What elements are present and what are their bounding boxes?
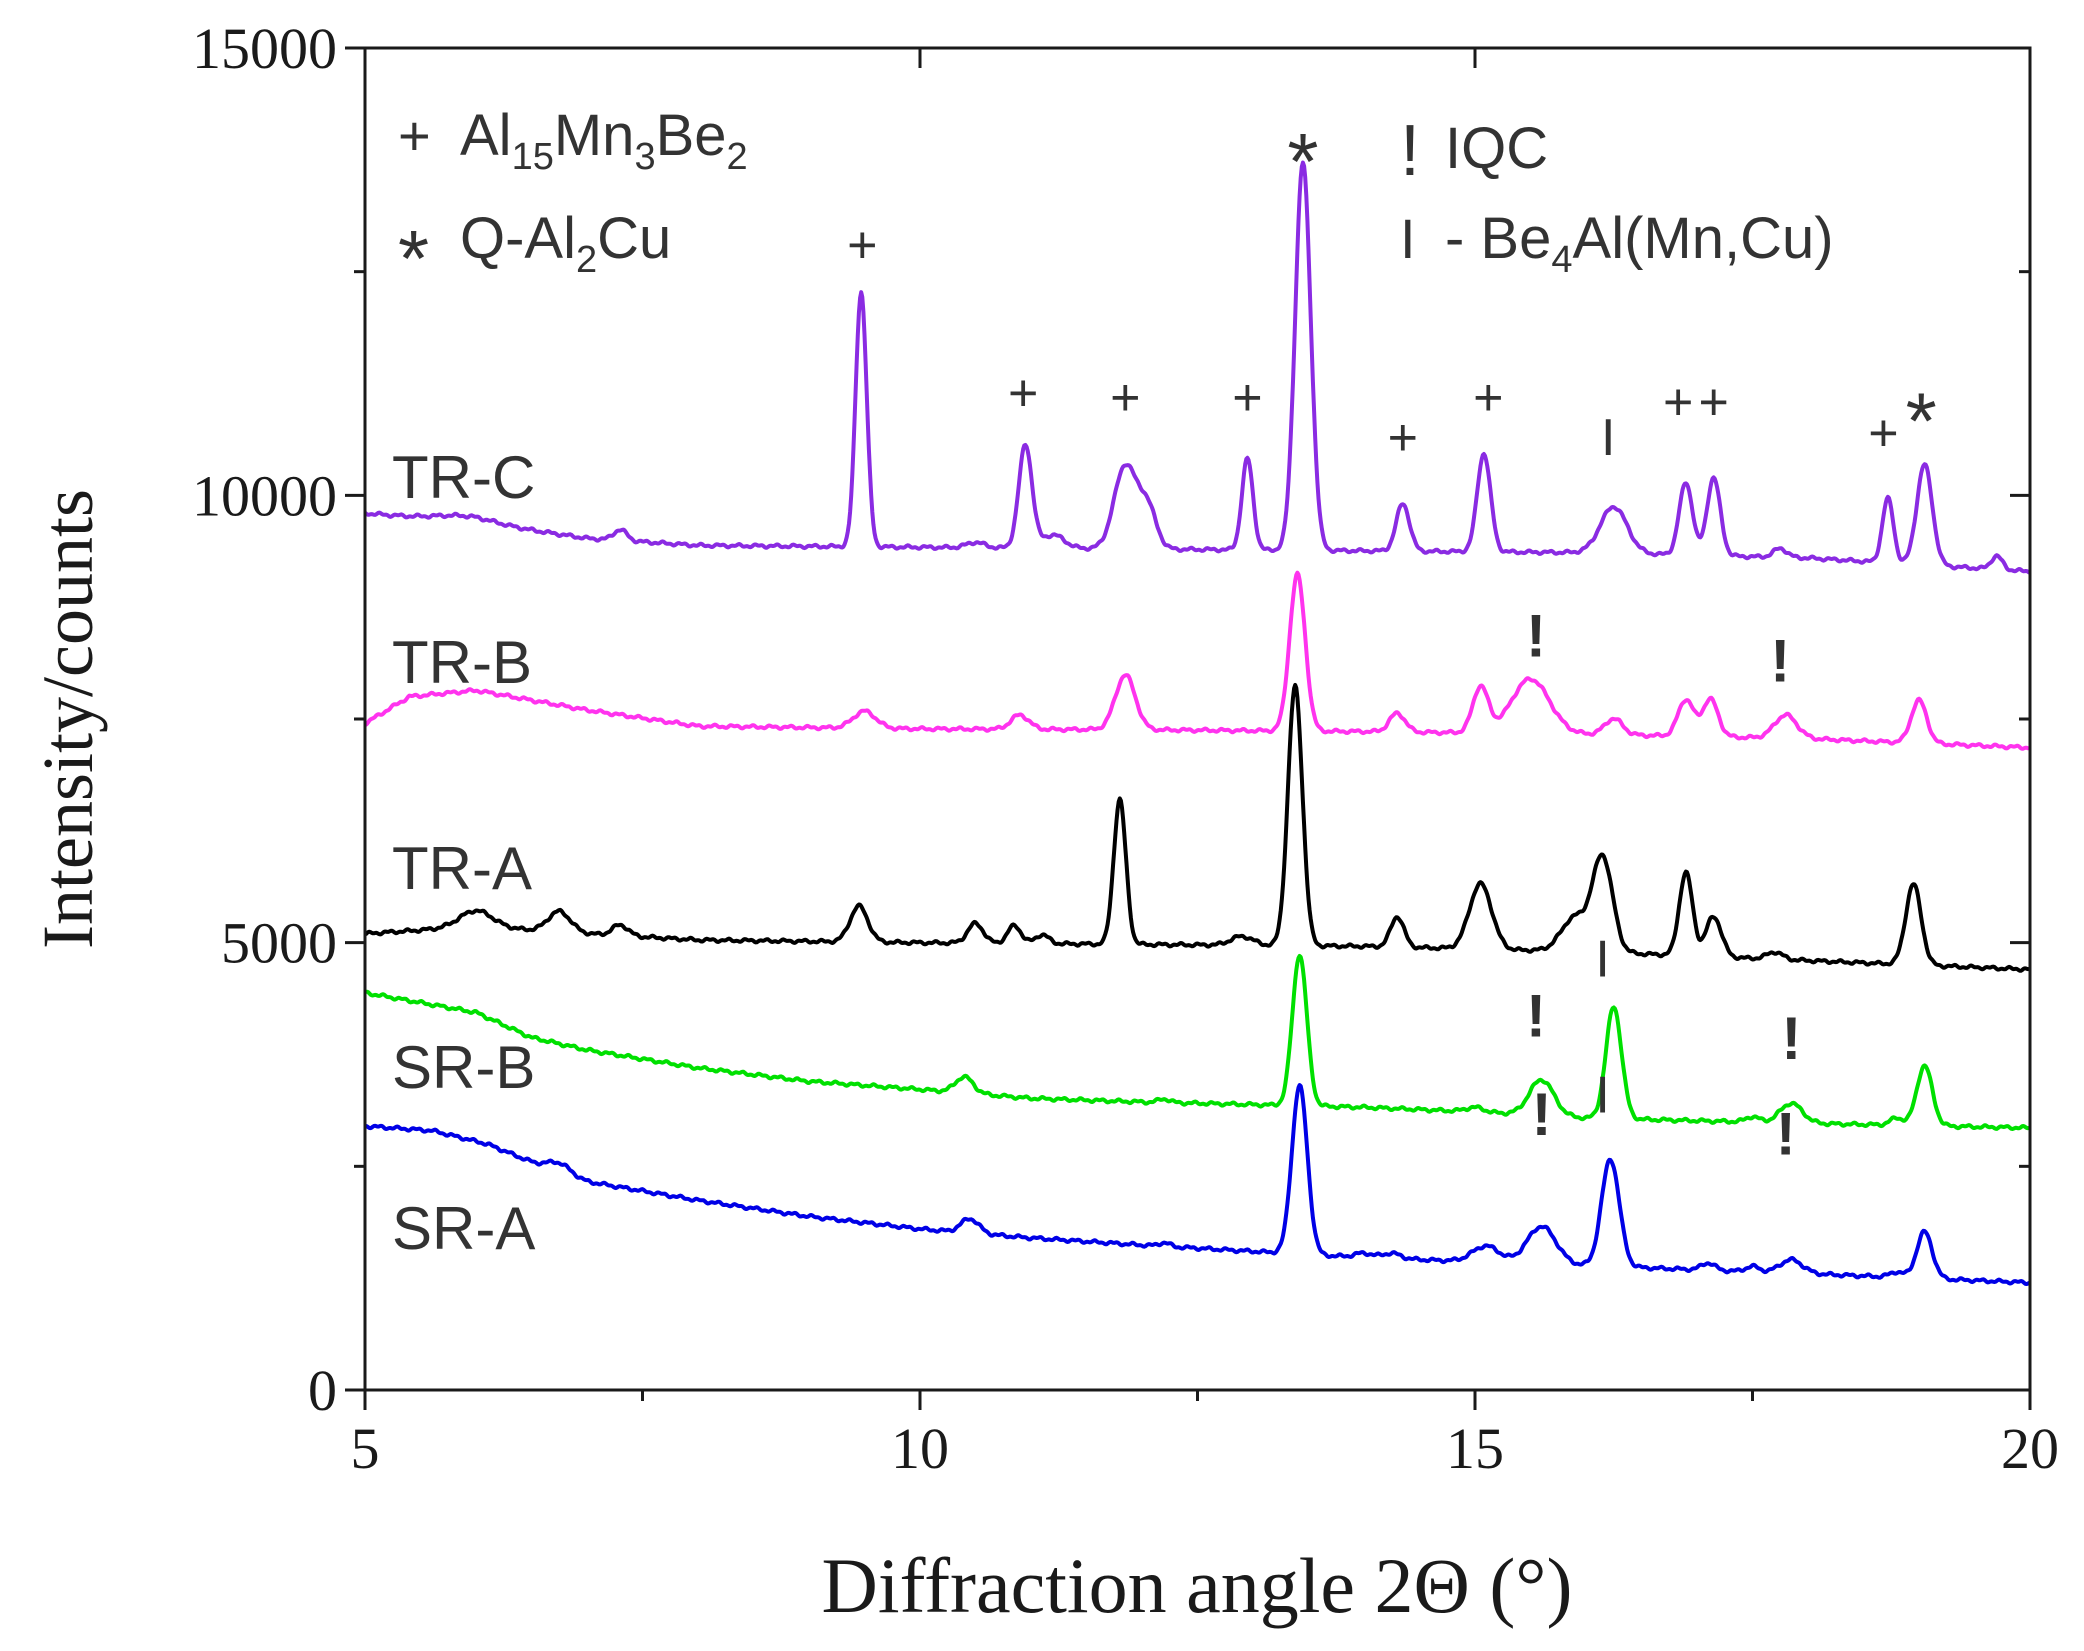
peak-marker: * (1287, 117, 1318, 206)
legend: + Al15Mn3Be2 * Q-Al2Cu! IQC I - Be4Al(Mn,Cu) (398, 103, 1834, 303)
legend-symbol: * (398, 214, 429, 303)
peak-marker: ! (1770, 627, 1790, 694)
peak-marker: + (847, 217, 877, 275)
peak-marker: ! (1776, 1101, 1796, 1168)
peak-marker: + (1388, 409, 1418, 467)
x-tick-label: 15 (1446, 1416, 1504, 1481)
legend-label: Q-Al2Cu (460, 206, 671, 281)
y-tick-label: 15000 (192, 16, 337, 81)
y-tick-label: 0 (308, 1358, 337, 1423)
series-line-tr-a (364, 682, 2031, 973)
annotations-layer: ++ + +*++I+ ++ *! !I! !I!! (847, 117, 1937, 1168)
series-line-tr-c (363, 160, 2031, 575)
peak-marker: + (1698, 373, 1728, 431)
x-tick-label: 20 (2001, 1416, 2059, 1481)
legend-label: - Be4Al(Mn,Cu) (1445, 206, 1834, 281)
y-axis-title: Intensity/counts (28, 489, 108, 949)
y-tick-label: 10000 (192, 463, 337, 528)
series-label-sr-a: SR-A (392, 1195, 535, 1262)
legend-symbol: I (1400, 207, 1416, 270)
x-axis-title: Diffraction angle 2Θ (°) (822, 1542, 1573, 1629)
series-label-tr-c: TR-C (392, 444, 535, 511)
peak-marker: ! (1526, 602, 1546, 669)
ticks-layer: 5 10 15 20 0 5000 10000 15000 (192, 16, 2059, 1481)
peak-marker: I (1595, 1067, 1609, 1125)
peak-marker: ! (1532, 1081, 1552, 1148)
peak-marker: + (1473, 369, 1503, 427)
peak-marker: + (1008, 364, 1038, 422)
series-label-tr-a: TR-A (392, 835, 532, 902)
series-label-tr-b: TR-B (392, 629, 532, 696)
series-layer: TR-C TR-B TR-A SR-B SR-A (363, 160, 2031, 1286)
series-line-tr-b (364, 570, 2031, 751)
peak-marker: I (1595, 931, 1609, 989)
series-line-sr-a (364, 1083, 2031, 1286)
series-label-sr-b: SR-B (392, 1034, 535, 1101)
peak-marker: + (1110, 369, 1140, 427)
peak-marker: * (1906, 376, 1937, 465)
x-tick-label: 10 (891, 1416, 949, 1481)
peak-marker: ! (1526, 983, 1546, 1050)
legend-symbol: + (398, 104, 431, 167)
peak-marker: + (1663, 373, 1693, 431)
legend-label: IQC (1445, 116, 1548, 181)
legend-symbol: ! (1400, 111, 1420, 191)
series-line-sr-b (364, 954, 2031, 1131)
peak-marker: + (1868, 405, 1898, 463)
peak-marker: + (1232, 369, 1262, 427)
y-tick-label: 5000 (221, 911, 337, 976)
legend-label: Al15Mn3Be2 (460, 103, 748, 178)
peak-marker: ! (1781, 1005, 1801, 1072)
x-tick-label: 5 (351, 1416, 380, 1481)
peak-marker: I (1601, 409, 1615, 467)
